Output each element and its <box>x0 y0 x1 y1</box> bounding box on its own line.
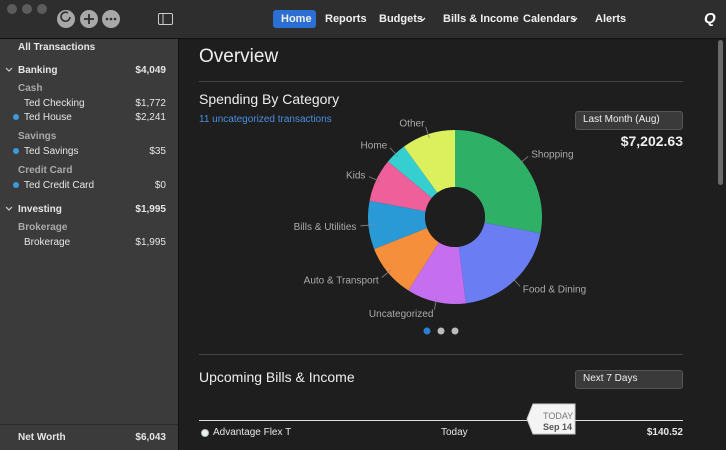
toolbar-icons <box>7 4 578 28</box>
pie-slice <box>403 130 455 193</box>
group-name[interactable]: Investing <box>18 204 62 215</box>
slice-label: Home <box>361 140 388 151</box>
zoom-button[interactable] <box>37 4 47 14</box>
account[interactable]: Ted Credit Card <box>24 180 95 191</box>
active-tab-bg <box>273 10 316 28</box>
uncategorized-link[interactable]: 11 uncategorized transactions <box>199 114 332 125</box>
divider <box>199 81 683 82</box>
disclosure[interactable] <box>5 66 13 74</box>
bill-date: Today <box>441 427 468 438</box>
status-dot <box>13 114 19 120</box>
spending-total: $7,202.63 <box>620 133 683 149</box>
balance: $0 <box>154 180 166 191</box>
slice-label: Food & Dining <box>523 285 586 296</box>
period-label: Next 7 Days <box>583 373 638 384</box>
period-label: Last Month (Aug) <box>583 114 660 125</box>
today-label: TODAY <box>543 411 574 421</box>
leader-line <box>389 147 399 157</box>
group-total: $4,049 <box>135 65 166 76</box>
section-title: Spending By Category <box>199 91 340 107</box>
tab[interactable]: Calendars <box>523 13 577 25</box>
net-worth-value: $6,043 <box>135 432 166 443</box>
pager-dot[interactable] <box>437 327 445 335</box>
donut-chart: Shopping Food & Dining Uncategorized Auto &… <box>294 118 586 335</box>
logo: Q <box>704 10 716 27</box>
leader-line <box>518 156 529 165</box>
today-marker <box>526 403 576 435</box>
period-dropdown[interactable] <box>575 111 683 130</box>
pie-slice <box>408 242 466 304</box>
tab[interactable]: Budgets <box>379 13 423 25</box>
slice-label: Other <box>399 118 425 129</box>
add-icon <box>84 14 94 24</box>
bill-name[interactable]: Advantage Flex T <box>213 427 292 438</box>
account[interactable]: Ted Savings <box>24 146 79 157</box>
balance: $1,772 <box>135 98 166 109</box>
page-title: Overview <box>199 46 279 67</box>
section-title: Upcoming Bills & Income <box>199 369 355 385</box>
chevron <box>419 17 426 22</box>
leader-line <box>433 297 438 310</box>
leader-line <box>368 176 381 183</box>
sidebar <box>0 0 179 450</box>
divider <box>0 424 178 425</box>
pager-dot[interactable] <box>423 327 431 335</box>
balance: $2,241 <box>135 112 166 123</box>
subgroup: Savings <box>18 131 57 142</box>
slice-label: Bills & Utilities <box>294 222 357 233</box>
chevron <box>571 17 578 22</box>
sidebar-toggle[interactable] <box>158 13 173 25</box>
divider <box>199 354 683 355</box>
status-dot <box>201 429 209 437</box>
balance: $1,995 <box>135 237 166 248</box>
net-worth-label: Net Worth <box>18 432 66 443</box>
subgroup: Brokerage <box>18 222 68 233</box>
pie-slice <box>387 146 438 198</box>
status-dot <box>13 148 19 154</box>
group-total: $1,995 <box>135 204 166 215</box>
toolbar <box>0 0 726 39</box>
more-icon <box>105 17 117 21</box>
tab[interactable]: Reports <box>325 13 367 25</box>
slice-label: Kids <box>346 170 365 181</box>
disclosure[interactable] <box>5 205 13 213</box>
refresh-icon <box>60 11 71 23</box>
account[interactable]: Ted Checking <box>24 98 85 109</box>
tab[interactable]: Alerts <box>595 13 627 25</box>
slice-label: Shopping <box>531 149 573 160</box>
tab[interactable]: Bills & Income <box>443 13 519 25</box>
bill-amount: $140.52 <box>646 427 683 438</box>
group-name[interactable]: Banking <box>18 65 58 76</box>
leader-line <box>381 269 392 278</box>
pie-slice <box>374 228 439 291</box>
minimize-button[interactable] <box>22 4 32 14</box>
slice-label: Auto & Transport <box>304 276 379 287</box>
close-button[interactable] <box>7 4 17 14</box>
pie-slice <box>368 200 428 250</box>
slice-label: Uncategorized <box>369 309 433 320</box>
scrollbar[interactable] <box>718 40 723 185</box>
pie-slice <box>455 130 542 234</box>
leader-line <box>360 224 373 227</box>
subgroup: Credit Card <box>18 165 73 176</box>
donut-hole <box>425 187 485 247</box>
all-transactions[interactable]: All Transactions <box>18 42 96 53</box>
account[interactable]: Ted House <box>24 112 72 123</box>
period-dropdown[interactable] <box>575 370 683 389</box>
leader-line <box>511 277 521 287</box>
leader-line <box>425 126 430 139</box>
subgroup: Cash <box>18 83 43 94</box>
balance: $35 <box>149 146 166 157</box>
status-dot <box>13 182 19 188</box>
pie-slice <box>369 161 432 212</box>
pager-dot[interactable] <box>451 327 459 335</box>
tab[interactable]: Home <box>281 13 312 25</box>
account[interactable]: Brokerage <box>24 237 71 248</box>
today-date: Sep 14 <box>543 422 573 432</box>
timeline <box>199 420 683 421</box>
pie-slice <box>458 222 541 304</box>
